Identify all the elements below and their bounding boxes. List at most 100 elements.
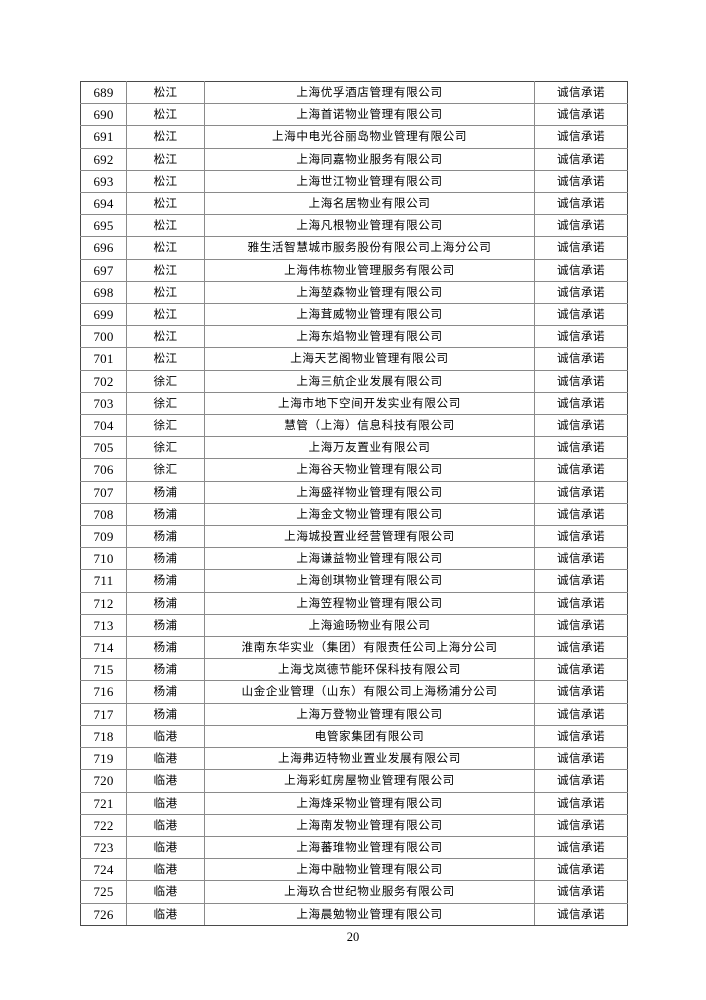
row-status-cell: 诚信承诺 xyxy=(534,525,628,549)
row-district-cell: 徐汇 xyxy=(126,458,205,482)
row-district-cell: 松江 xyxy=(126,80,205,105)
table-row: 722 临港 上海南发物业管理有限公司 诚信承诺 xyxy=(80,813,628,837)
row-district-cell: 临港 xyxy=(126,835,205,860)
row-company-cell: 上海戈岚德节能环保科技有限公司 xyxy=(204,658,535,682)
row-index-cell: 717 xyxy=(80,702,127,726)
row-district-cell: 松江 xyxy=(126,214,205,238)
row-company-cell: 雅生活智慧城市服务股份有限公司上海分公司 xyxy=(204,236,535,260)
row-company-cell: 上海烽采物业管理有限公司 xyxy=(204,791,535,815)
table-row: 702 徐汇 上海三航企业发展有限公司 诚信承诺 xyxy=(80,369,628,393)
table-row: 704 徐汇 慧管（上海）信息科技有限公司 诚信承诺 xyxy=(80,414,628,438)
row-index-cell: 713 xyxy=(80,613,127,638)
row-status-cell: 诚信承诺 xyxy=(534,192,628,216)
row-district-cell: 临港 xyxy=(126,813,205,837)
row-index-cell: 706 xyxy=(80,458,127,482)
row-status-cell: 诚信承诺 xyxy=(534,569,628,593)
row-district-cell: 松江 xyxy=(126,236,205,260)
table-row: 718 临港 电管家集团有限公司 诚信承诺 xyxy=(80,724,628,749)
row-company-cell: 上海天艺阁物业管理有限公司 xyxy=(204,347,535,371)
row-district-cell: 松江 xyxy=(126,347,205,371)
table-row: 707 杨浦 上海盛祥物业管理有限公司 诚信承诺 xyxy=(80,480,628,504)
row-district-cell: 临港 xyxy=(126,791,205,815)
row-status-cell: 诚信承诺 xyxy=(534,813,628,837)
row-index-cell: 716 xyxy=(80,680,127,704)
row-index-cell: 698 xyxy=(80,280,127,305)
row-company-cell: 上海谷天物业管理有限公司 xyxy=(204,458,535,482)
row-company-cell: 上海盛祥物业管理有限公司 xyxy=(204,480,535,504)
table-row: 714 杨浦 淮南东华实业（集团）有限责任公司上海分公司 诚信承诺 xyxy=(80,636,628,660)
row-index-cell: 701 xyxy=(80,347,127,371)
row-status-cell: 诚信承诺 xyxy=(534,125,628,149)
row-district-cell: 临港 xyxy=(126,858,205,882)
row-company-cell: 上海蕃琟物业管理有限公司 xyxy=(204,835,535,860)
table-row: 723 临港 上海蕃琟物业管理有限公司 诚信承诺 xyxy=(80,835,628,860)
row-status-cell: 诚信承诺 xyxy=(534,369,628,393)
row-district-cell: 杨浦 xyxy=(126,547,205,571)
row-district-cell: 杨浦 xyxy=(126,480,205,504)
row-district-cell: 杨浦 xyxy=(126,658,205,682)
table-row: 700 松江 上海东焰物业管理有限公司 诚信承诺 xyxy=(80,325,628,349)
table-row: 715 杨浦 上海戈岚德节能环保科技有限公司 诚信承诺 xyxy=(80,658,628,682)
row-company-cell: 上海凡根物业管理有限公司 xyxy=(204,214,535,238)
row-district-cell: 杨浦 xyxy=(126,591,205,615)
table-row: 720 临港 上海彩虹房屋物业管理有限公司 诚信承诺 xyxy=(80,769,628,793)
row-status-cell: 诚信承诺 xyxy=(534,80,628,105)
row-district-cell: 松江 xyxy=(126,147,205,171)
row-company-cell: 上海茸威物业管理有限公司 xyxy=(204,303,535,327)
row-district-cell: 徐汇 xyxy=(126,436,205,460)
row-district-cell: 临港 xyxy=(126,880,205,904)
row-status-cell: 诚信承诺 xyxy=(534,591,628,615)
row-status-cell: 诚信承诺 xyxy=(534,613,628,638)
row-status-cell: 诚信承诺 xyxy=(534,702,628,726)
row-district-cell: 临港 xyxy=(126,769,205,793)
row-index-cell: 689 xyxy=(80,80,127,105)
row-company-cell: 上海弗迈特物业置业发展有限公司 xyxy=(204,747,535,771)
row-index-cell: 699 xyxy=(80,303,127,327)
table-row: 725 临港 上海玖合世纪物业服务有限公司 诚信承诺 xyxy=(80,880,628,904)
table-row: 692 松江 上海同嘉物业服务有限公司 诚信承诺 xyxy=(80,147,628,171)
row-company-cell: 上海逾旸物业有限公司 xyxy=(204,613,535,638)
enterprise-listing-table: 689 松江 上海优孚酒店管理有限公司 诚信承诺 690 松江 上海首诺物业管理有限公司 诚信… xyxy=(80,80,628,926)
row-index-cell: 694 xyxy=(80,192,127,216)
table-row: 706 徐汇 上海谷天物业管理有限公司 诚信承诺 xyxy=(80,458,628,482)
row-status-cell: 诚信承诺 xyxy=(534,658,628,682)
row-index-cell: 703 xyxy=(80,391,127,416)
row-index-cell: 695 xyxy=(80,214,127,238)
row-company-cell: 上海市地下空间开发实业有限公司 xyxy=(204,391,535,416)
row-index-cell: 704 xyxy=(80,414,127,438)
row-index-cell: 723 xyxy=(80,835,127,860)
row-district-cell: 徐汇 xyxy=(126,369,205,393)
table-row: 697 松江 上海伟栋物业管理服务有限公司 诚信承诺 xyxy=(80,258,628,282)
table-row: 713 杨浦 上海逾旸物业有限公司 诚信承诺 xyxy=(80,613,628,638)
row-district-cell: 松江 xyxy=(126,280,205,305)
row-company-cell: 山金企业管理（山东）有限公司上海杨浦分公司 xyxy=(204,680,535,704)
row-company-cell: 上海玖合世纪物业服务有限公司 xyxy=(204,880,535,904)
row-status-cell: 诚信承诺 xyxy=(534,458,628,482)
table-row: 689 松江 上海优孚酒店管理有限公司 诚信承诺 xyxy=(80,80,628,105)
row-status-cell: 诚信承诺 xyxy=(534,724,628,749)
table-row: 690 松江 上海首诺物业管理有限公司 诚信承诺 xyxy=(80,103,628,127)
row-index-cell: 708 xyxy=(80,502,127,527)
row-company-cell: 上海谦益物业管理有限公司 xyxy=(204,547,535,571)
table-row: 726 临港 上海晨勉物业管理有限公司 诚信承诺 xyxy=(80,902,628,926)
row-status-cell: 诚信承诺 xyxy=(534,902,628,926)
table-row: 709 杨浦 上海城投置业经营管理有限公司 诚信承诺 xyxy=(80,525,628,549)
table-row: 694 松江 上海名居物业有限公司 诚信承诺 xyxy=(80,192,628,216)
row-status-cell: 诚信承诺 xyxy=(534,436,628,460)
row-index-cell: 707 xyxy=(80,480,127,504)
row-status-cell: 诚信承诺 xyxy=(534,414,628,438)
table-row: 698 松江 上海堃森物业管理有限公司 诚信承诺 xyxy=(80,280,628,305)
row-status-cell: 诚信承诺 xyxy=(534,103,628,127)
row-district-cell: 临港 xyxy=(126,747,205,771)
table-row: 711 杨浦 上海创琪物业管理有限公司 诚信承诺 xyxy=(80,569,628,593)
row-status-cell: 诚信承诺 xyxy=(534,214,628,238)
row-company-cell: 上海世江物业管理有限公司 xyxy=(204,169,535,194)
row-company-cell: 上海万登物业管理有限公司 xyxy=(204,702,535,726)
table-row: 696 松江 雅生活智慧城市服务股份有限公司上海分公司 诚信承诺 xyxy=(80,236,628,260)
row-district-cell: 徐汇 xyxy=(126,414,205,438)
row-index-cell: 696 xyxy=(80,236,127,260)
row-status-cell: 诚信承诺 xyxy=(534,880,628,904)
row-status-cell: 诚信承诺 xyxy=(534,236,628,260)
row-company-cell: 上海南发物业管理有限公司 xyxy=(204,813,535,837)
row-index-cell: 712 xyxy=(80,591,127,615)
